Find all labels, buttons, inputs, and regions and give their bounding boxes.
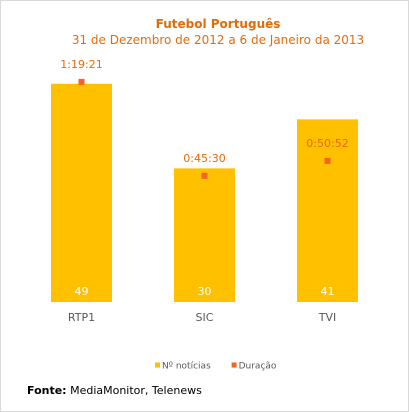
legend-swatch	[231, 362, 237, 368]
bar-tvi	[297, 119, 358, 302]
duration-label-bg	[177, 150, 232, 166]
legend-swatch	[155, 362, 160, 368]
duration-label-bg	[54, 56, 109, 72]
source-text: MediaMonitor, Telenews	[66, 384, 202, 397]
bar-value-label: 30	[198, 285, 212, 298]
bar-rtp1	[51, 83, 112, 303]
source-label: Fonte:	[27, 384, 67, 397]
source-note: Fonte: MediaMonitor, Telenews	[27, 384, 202, 397]
bar-sic	[174, 168, 235, 302]
chart-title: Futebol Português	[156, 17, 281, 31]
duration-marker	[201, 172, 208, 179]
legend-label: Duração	[239, 362, 277, 372]
legend-label: Nº notícias	[162, 362, 211, 372]
bar-value-label: 41	[321, 285, 335, 298]
duration-label: 0:45:30	[183, 152, 225, 165]
category-label: RTP1	[68, 311, 95, 324]
duration-marker	[78, 78, 85, 85]
duration-label: 0:50:52	[306, 137, 348, 150]
chart: Futebol Português 31 de Dezembro de 2012…	[51, 17, 364, 372]
bar-value-label: 49	[75, 285, 89, 298]
category-label: TVI	[318, 311, 337, 324]
duration-marker	[324, 157, 331, 164]
category-label: SIC	[196, 311, 214, 324]
chart-subtitle: 31 de Dezembro de 2012 a 6 de Janeiro da…	[72, 33, 364, 47]
duration-label: 1:19:21	[60, 58, 102, 71]
